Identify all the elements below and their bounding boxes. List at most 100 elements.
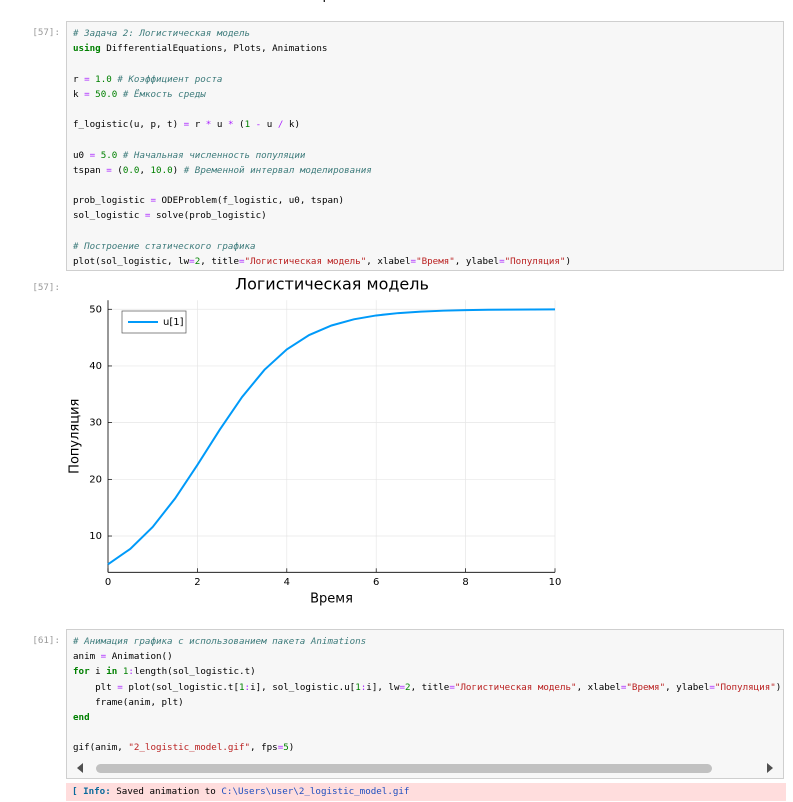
code-token: anim (73, 651, 101, 663)
code-token: k) (283, 119, 300, 131)
code-token: "Логистическая модель" (244, 255, 367, 267)
code-cell[interactable]: # Анимация графика с использованием паке… (66, 629, 784, 779)
code-token: "Время" (626, 681, 666, 693)
code-line: gif(anim, "2_logistic_model.gif", fps=5) (73, 740, 783, 755)
code-line: r = 1.0 # Коэффициент роста (73, 72, 783, 87)
code-token: : (360, 681, 367, 693)
code-token: "Время" (416, 255, 455, 267)
code-token: # Построение статического графика (73, 240, 256, 252)
code-token: = (100, 651, 107, 663)
code-token: , ylabel (454, 255, 500, 267)
code-token: , xlabel (576, 681, 621, 693)
code-token: 1 (238, 681, 245, 693)
code-token: = (183, 119, 190, 131)
code-token: = (84, 73, 90, 85)
code-token: = (277, 742, 284, 754)
code-token: ) (775, 681, 782, 693)
code-line: plot(sol_logistic, lw=2, title="Логистич… (73, 254, 783, 269)
code-token: 1 (122, 666, 129, 678)
code-token: for (73, 666, 90, 678)
y-tick-label: 30 (89, 418, 102, 429)
code-line: using DifferentialEquations, Plots, Anim… (73, 41, 783, 56)
code-line: tspan = (0.0, 10.0) # Временной интервал… (73, 163, 783, 178)
code-token: in (106, 666, 118, 678)
series-line (107, 308, 556, 566)
x-tick-label: 10 (549, 577, 562, 588)
code-token: u (261, 119, 278, 131)
code-token: , title (410, 681, 450, 693)
code-token: i (89, 666, 107, 678)
code-token: "Популяция" (504, 255, 566, 267)
x-tick-label: 4 (284, 577, 290, 588)
code-block: # Анимация графика с использованием паке… (73, 634, 783, 725)
code-token: , fps (250, 742, 278, 754)
code-token: - (255, 119, 262, 131)
code-token: ( (233, 119, 245, 131)
code-token: = (89, 149, 96, 161)
code-token: , ylabel (665, 681, 710, 693)
legend-label: u[1] (163, 317, 184, 328)
y-axis-label: Популяция (68, 399, 83, 474)
chart: Логистическая модель 0 2 4 6 8 10 10 20 30 40 50 Вре… (68, 275, 562, 607)
code-token: 2 (194, 255, 201, 267)
code-token: = (620, 681, 627, 693)
chart-title: Логистическая модель (235, 275, 429, 294)
code-token: 5.0 (100, 149, 118, 161)
code-token: using (73, 43, 101, 55)
code-token: gif(anim, (73, 742, 129, 754)
code-token: = (106, 164, 112, 176)
code-token: 0.0 (122, 164, 140, 176)
code-token: r (73, 73, 85, 85)
prompt: [61]: (32, 635, 60, 646)
code-token: r (189, 119, 206, 131)
code-token: frame(anim, plt) (73, 696, 184, 708)
code[interactable]: # Задача 2: Логистическая модель using Di… (67, 22, 783, 269)
y-tick-label: 20 (89, 474, 102, 485)
x-tick-label: 8 (462, 577, 468, 588)
y-tick-label: 10 (89, 531, 102, 542)
code-token: C:\Users\user\2_logistic_model.gif (221, 786, 410, 797)
code-token: , (139, 164, 151, 176)
code-token: = (117, 681, 123, 693)
code-token: 5 (283, 742, 289, 754)
prompt: [57]: (32, 27, 60, 38)
code-token: , xlabel (366, 255, 411, 267)
code-token: "Логистическая модель" (454, 681, 577, 693)
code-token: i], sol_logistic.u[ (250, 681, 356, 693)
code-token: "2_logistic_model.gif" (128, 742, 251, 754)
code-token: Animation() (106, 651, 173, 663)
code[interactable]: # Анимация графика с использованием паке… (67, 630, 783, 762)
code-token: tspan (73, 164, 107, 176)
code-token: u0 (73, 149, 90, 161)
code-token: ) (565, 255, 572, 267)
code-token: , title (200, 255, 239, 267)
code-token: : (128, 666, 134, 678)
code-line: # Анимация графика с использованием паке… (73, 634, 783, 649)
code-block: gif(anim, "2_logistic_model.gif", fps=5) (73, 740, 783, 755)
code-token: 1.0 (95, 73, 112, 85)
code-token: = (410, 255, 417, 267)
code-token: i], lw (366, 681, 400, 693)
code-token: = (399, 681, 406, 693)
code-token: ) (172, 164, 184, 176)
stderr-output: [ Info: Saved animation to C:\Users\user… (66, 783, 786, 801)
scrollbar-graphic (77, 763, 773, 773)
code-line: prob_logistic = ODEProblem(f_logistic, u… (73, 193, 783, 208)
scrollbar[interactable] (67, 760, 783, 776)
code-cell[interactable]: # Задача 2: Логистическая модель using Di… (66, 21, 784, 271)
code-token: 1 (244, 119, 251, 131)
x-axis-label: Время (310, 592, 353, 607)
code-token: prob_logistic (73, 195, 151, 207)
code-line: frame(anim, plt) (73, 695, 783, 710)
code-line: k = 50.0 # Ёмкость среды (73, 87, 783, 102)
code-token: plot(sol_logistic.t[ (122, 681, 239, 693)
code-token: # Временной интервал моделирования (183, 164, 372, 176)
code-token: = (499, 255, 505, 267)
code-token: sol_logistic (73, 210, 145, 222)
code-token: ( (111, 164, 123, 176)
code-block: prob_logistic = ODEProblem(f_logistic, u… (73, 193, 783, 223)
code-token: DifferentialEquations, Plots, Animations (100, 43, 328, 55)
y-tick-label: 40 (89, 361, 102, 372)
code-token: # Коэффициент роста (117, 73, 223, 85)
